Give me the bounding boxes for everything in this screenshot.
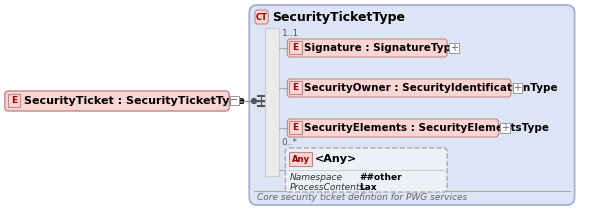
Text: −: − xyxy=(230,95,239,105)
Text: SecurityElements : SecurityElementsType: SecurityElements : SecurityElementsType xyxy=(304,123,549,133)
Text: ##other: ##other xyxy=(359,174,402,183)
Text: +: + xyxy=(450,43,458,53)
Text: SecurityTicketType: SecurityTicketType xyxy=(272,10,405,23)
FancyBboxPatch shape xyxy=(255,10,269,24)
FancyBboxPatch shape xyxy=(289,41,301,54)
FancyBboxPatch shape xyxy=(289,81,301,94)
Text: SecurityOwner : SecurityIdentificationType: SecurityOwner : SecurityIdentificationTy… xyxy=(304,83,558,93)
FancyBboxPatch shape xyxy=(266,28,279,176)
FancyBboxPatch shape xyxy=(449,43,459,53)
Text: Any: Any xyxy=(292,154,309,164)
FancyBboxPatch shape xyxy=(5,91,229,111)
FancyBboxPatch shape xyxy=(513,83,523,93)
Circle shape xyxy=(252,98,256,104)
FancyBboxPatch shape xyxy=(501,123,510,133)
FancyBboxPatch shape xyxy=(7,94,20,107)
FancyBboxPatch shape xyxy=(289,121,301,134)
Text: +: + xyxy=(513,83,521,93)
Text: ProcessContents: ProcessContents xyxy=(290,183,365,191)
Text: E: E xyxy=(11,96,17,105)
Text: E: E xyxy=(292,123,298,132)
Text: SecurityTicket : SecurityTicketType: SecurityTicket : SecurityTicketType xyxy=(24,96,245,106)
FancyBboxPatch shape xyxy=(287,119,499,137)
Text: +: + xyxy=(501,123,509,133)
Text: E: E xyxy=(292,43,298,52)
FancyBboxPatch shape xyxy=(287,39,447,57)
FancyBboxPatch shape xyxy=(249,5,575,205)
Text: 1..1: 1..1 xyxy=(281,29,299,38)
Text: <Any>: <Any> xyxy=(315,154,357,164)
Text: CT: CT xyxy=(256,13,267,22)
Text: 0..*: 0..* xyxy=(281,138,298,147)
Text: Namespace: Namespace xyxy=(290,174,343,183)
Text: Lax: Lax xyxy=(359,183,377,191)
Text: Core security ticket defintion for PWG services: Core security ticket defintion for PWG s… xyxy=(257,193,467,203)
FancyBboxPatch shape xyxy=(286,148,447,192)
FancyBboxPatch shape xyxy=(230,96,239,105)
Text: Signature : SignatureType: Signature : SignatureType xyxy=(304,43,459,53)
FancyBboxPatch shape xyxy=(287,79,511,97)
FancyBboxPatch shape xyxy=(289,152,312,166)
Text: E: E xyxy=(292,83,298,92)
